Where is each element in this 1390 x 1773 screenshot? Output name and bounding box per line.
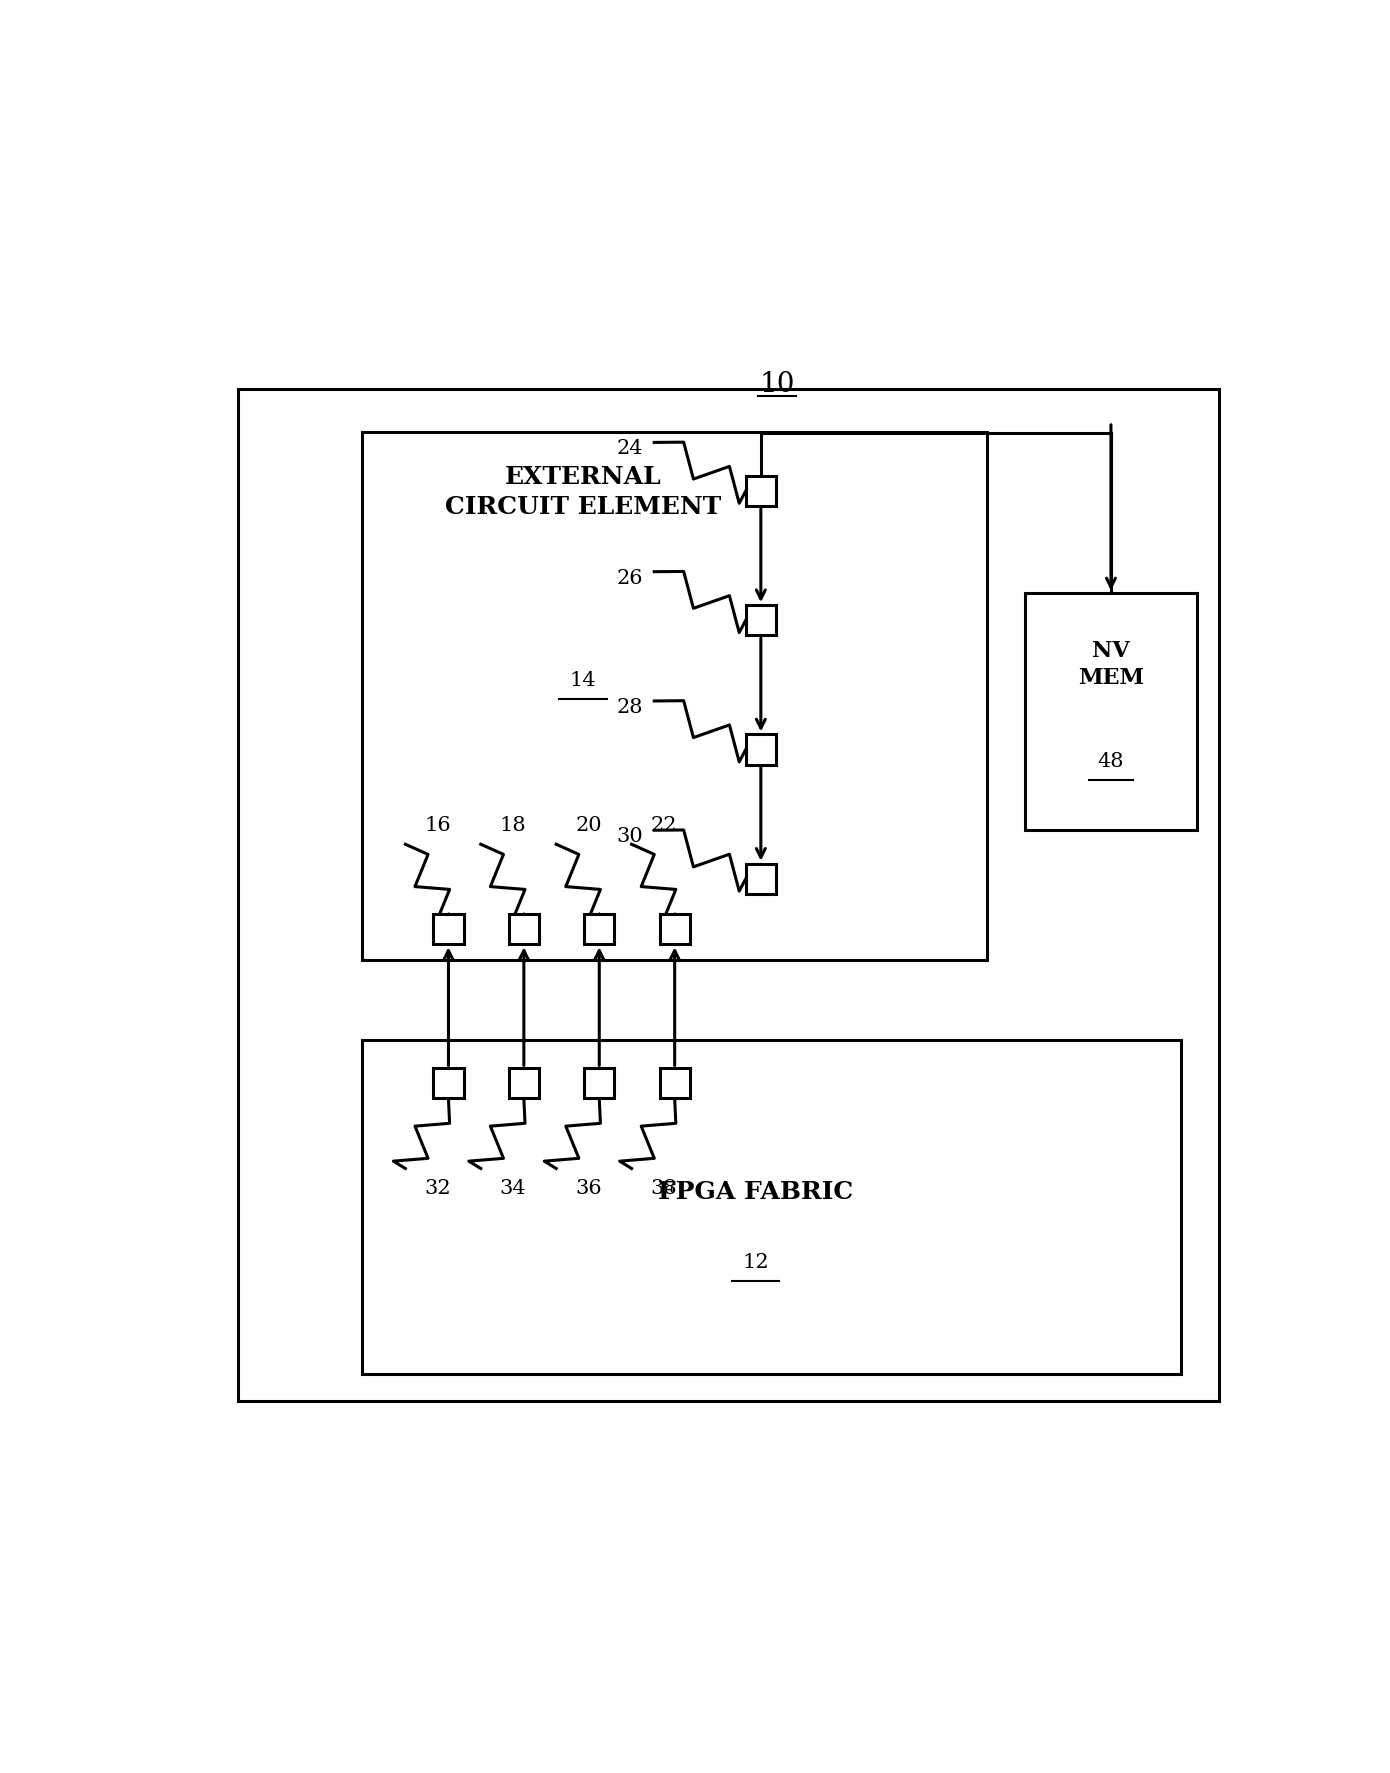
Text: FPGA FABRIC: FPGA FABRIC bbox=[657, 1179, 853, 1204]
Text: EXTERNAL
CIRCUIT ELEMENT: EXTERNAL CIRCUIT ELEMENT bbox=[445, 465, 721, 518]
Bar bbox=[363, 433, 987, 959]
Bar bbox=[363, 1041, 1182, 1374]
Text: 12: 12 bbox=[742, 1252, 769, 1271]
Bar bbox=[509, 1069, 539, 1099]
Text: 48: 48 bbox=[1098, 752, 1125, 769]
Bar bbox=[746, 477, 776, 507]
Bar bbox=[746, 736, 776, 766]
Text: 14: 14 bbox=[570, 670, 596, 690]
Text: 16: 16 bbox=[424, 816, 450, 835]
Bar bbox=[509, 915, 539, 945]
Text: 34: 34 bbox=[500, 1179, 527, 1199]
Text: 38: 38 bbox=[651, 1179, 677, 1199]
Text: 20: 20 bbox=[575, 816, 602, 835]
Text: 10: 10 bbox=[759, 371, 795, 397]
Bar bbox=[1024, 594, 1197, 832]
Bar bbox=[584, 915, 614, 945]
Bar bbox=[660, 1069, 689, 1099]
Text: 36: 36 bbox=[575, 1179, 602, 1199]
Bar bbox=[746, 606, 776, 637]
Bar bbox=[434, 1069, 463, 1099]
Text: 30: 30 bbox=[617, 826, 644, 846]
Bar bbox=[746, 863, 776, 894]
Text: 28: 28 bbox=[617, 697, 644, 716]
Bar bbox=[584, 1069, 614, 1099]
Text: 32: 32 bbox=[424, 1179, 450, 1199]
Text: NV
MEM: NV MEM bbox=[1079, 640, 1144, 688]
Bar bbox=[434, 915, 463, 945]
Bar bbox=[660, 915, 689, 945]
Text: 24: 24 bbox=[617, 440, 644, 457]
Text: 26: 26 bbox=[617, 569, 644, 587]
Text: 18: 18 bbox=[500, 816, 527, 835]
Text: 22: 22 bbox=[651, 816, 677, 835]
